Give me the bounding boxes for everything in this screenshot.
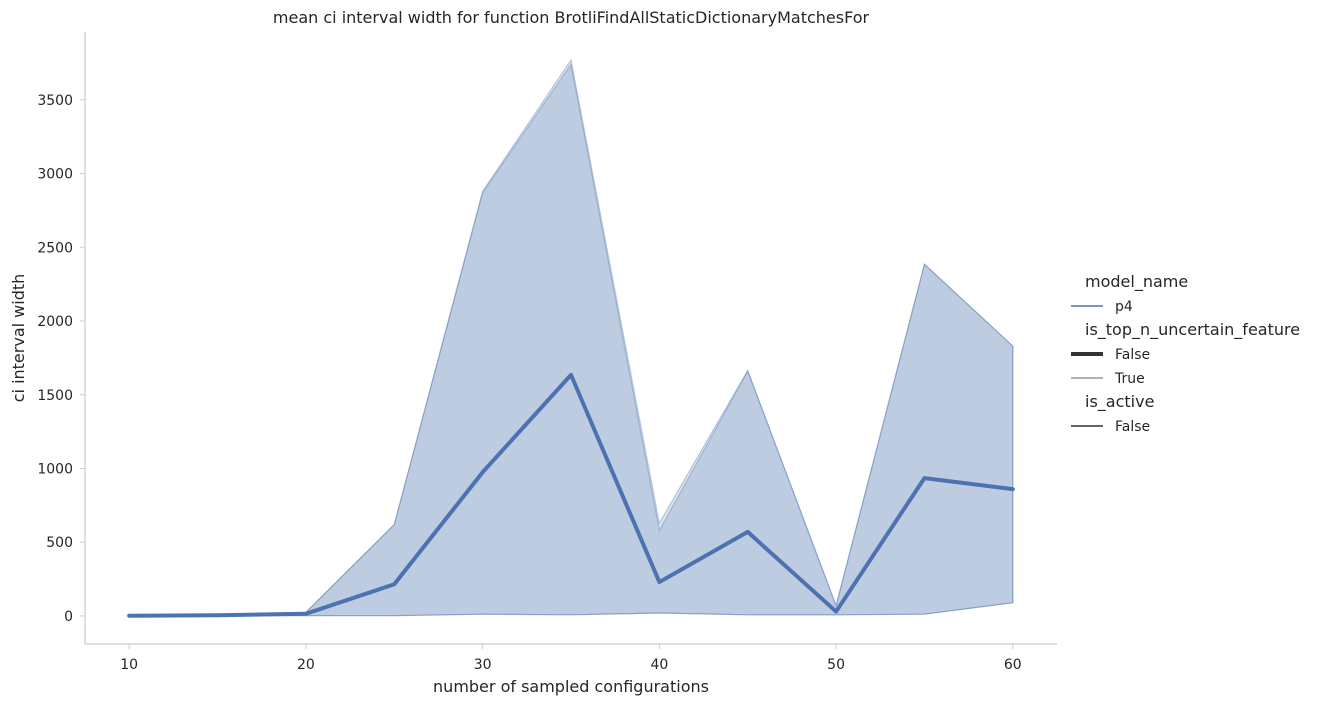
y-tick-label: 1000: [37, 462, 73, 478]
x-tick-label: 60: [1004, 657, 1022, 673]
x-tick-label: 30: [474, 657, 492, 673]
legend-title: model_name: [1085, 272, 1188, 292]
x-tick-label: 10: [120, 657, 138, 673]
y-tick-label: 3500: [37, 93, 73, 109]
legend-entry-label: False: [1115, 347, 1150, 363]
x-tick-labels: 10 20 30 40 50 60: [120, 644, 1022, 673]
legend-title: is_active: [1085, 392, 1154, 412]
x-axis-title: number of sampled configurations: [433, 677, 709, 696]
x-tick-label: 40: [650, 657, 668, 673]
y-tick-labels: 0 500 1000 1500 2000 2500 3000 3500: [37, 93, 85, 625]
chart-title: mean ci interval width for function Brot…: [273, 8, 870, 27]
legend: model_name p4 is_top_n_uncertain_feature Fa…: [1071, 272, 1300, 435]
y-tick-label: 0: [64, 609, 73, 625]
y-tick-label: 1500: [37, 388, 73, 404]
y-axis-title: ci interval width: [9, 274, 28, 403]
legend-entry-label: p4: [1115, 299, 1133, 315]
series-lines: [127, 372, 1015, 618]
legend-title: is_top_n_uncertain_feature: [1085, 320, 1300, 340]
y-tick-label: 500: [46, 535, 73, 551]
x-tick-label: 50: [827, 657, 845, 673]
legend-entry-label: False: [1115, 419, 1150, 435]
x-tick-label: 20: [297, 657, 315, 673]
y-tick-label: 2500: [37, 240, 73, 256]
y-tick-label: 2000: [37, 314, 73, 330]
ci-bands: [128, 58, 1014, 617]
ci-band-0: [128, 62, 1014, 617]
ci-band-1: [128, 58, 1014, 617]
legend-entry-label: True: [1114, 371, 1145, 387]
series-line-p4: [127, 372, 1015, 618]
y-tick-label: 3000: [37, 167, 73, 183]
